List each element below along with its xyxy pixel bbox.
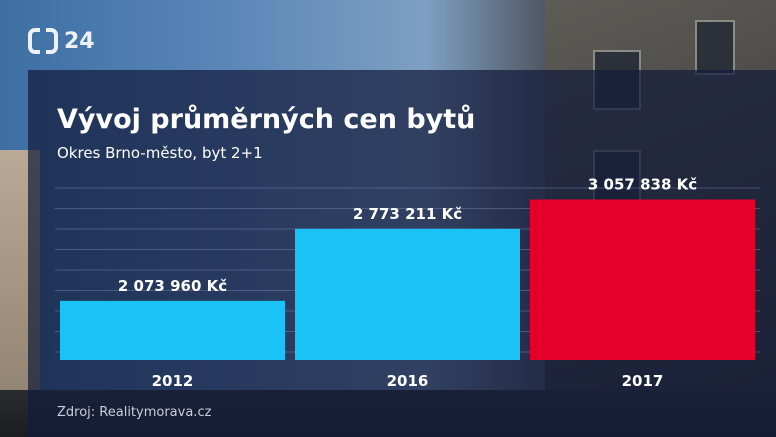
x-tick-label-2017: 2017 [622,372,664,390]
x-tick-label-2016: 2016 [387,372,429,390]
data-label-2017: 3 057 838 Kč [588,175,697,193]
data-label-2016: 2 773 211 Kč [353,205,462,223]
data-label-2012: 2 073 960 Kč [118,277,227,295]
x-tick-label-2012: 2012 [152,372,194,390]
chart-title: Vývoj průměrných cen bytů [57,104,476,135]
chart-subtitle: Okres Brno-město, byt 2+1 [57,144,263,162]
bar-2016 [295,228,520,360]
ct-logo-icon [28,28,58,54]
channel-logo: 24 [28,27,95,55]
background-window [695,20,735,75]
channel-number: 24 [64,28,95,54]
source-note: Zdroj: Realitymorava.cz [57,405,212,420]
bar-2012 [60,300,285,360]
bar-2017 [530,199,755,360]
